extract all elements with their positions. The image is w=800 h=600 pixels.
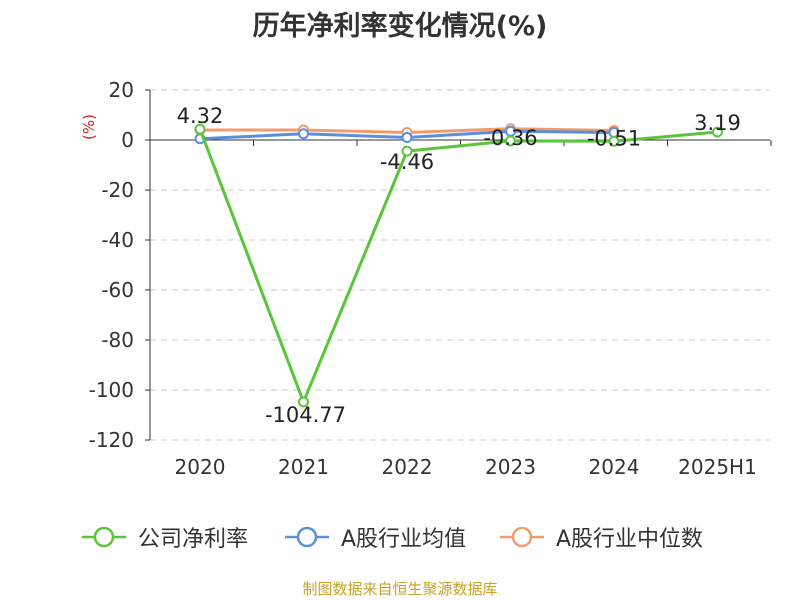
x-tick-label: 2023 [485,455,536,479]
x-tick-label: 2025H1 [678,455,757,479]
legend-marker-icon [285,526,329,548]
x-tick-label: 2020 [175,455,226,479]
y-tick-label: -80 [101,328,134,352]
data-point [401,145,413,157]
data-point [298,128,309,140]
series-lines [194,123,723,408]
y-tick-label: -40 [101,228,134,252]
legend-label: A股行业均值 [341,527,467,552]
chart-title: 历年净利率变化情况(%) [252,11,548,42]
y-axis-unit-label: (%) [80,114,98,140]
legend-item[interactable]: 公司净利率 [80,520,248,554]
y-tick-label: -100 [89,378,134,402]
y-tick-label: -120 [89,428,134,452]
data-label: -0.51 [587,126,641,150]
legend-marker-icon [500,526,544,548]
data-label: 4.32 [177,104,224,128]
y-tick-label: -20 [101,178,134,202]
source-note: 制图数据来自恒生聚源数据库 [302,580,498,598]
grid-lines [150,89,770,441]
data-label: -0.36 [483,126,537,150]
legend-label: A股行业中位数 [556,527,704,552]
y-tick-label: -60 [101,278,134,302]
legend: 公司净利率 A股行业均值 A股行业中位数 [0,520,800,554]
legend-item[interactable]: A股行业均值 [283,520,466,554]
data-point [298,396,309,408]
data-point [401,132,413,143]
data-label: 3.19 [694,111,741,135]
y-tick-label: 0 [121,128,134,152]
legend-item[interactable]: A股行业中位数 [498,520,703,554]
data-point [505,135,516,147]
data-label: -4.46 [380,150,434,174]
data-labels: 4.32 -104.77 -4.46 -0.36 -0.51 3.19 [177,104,741,427]
x-tick-label: 2024 [589,455,640,479]
data-point [194,123,206,135]
y-tick-label: 20 [109,78,134,102]
axes: 20 0 -20 -40 -60 -80 -100 -120 2020 2021 2022 2023 2… [89,78,772,479]
legend-marker-icon [82,526,126,548]
data-point [712,126,723,138]
data-point [608,135,620,147]
line-chart: 20 0 -20 -40 -60 -80 -100 -120 2020 2021 2022 2023 2… [80,78,772,479]
series-line [198,128,718,404]
data-label: -104.77 [265,403,346,427]
legend-label: 公司净利率 [138,527,249,552]
x-tick-label: 2022 [382,455,433,479]
x-tick-label: 2021 [278,455,329,479]
